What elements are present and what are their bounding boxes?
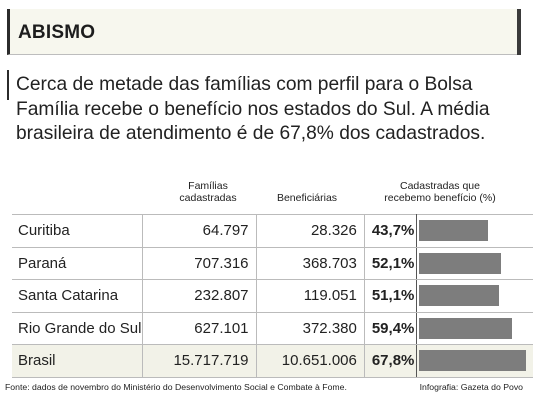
- col-header-familias-line1: Famílias: [188, 180, 228, 192]
- col-header-beneficiarias: Beneficiárias: [276, 192, 338, 204]
- pct-bar: [419, 317, 513, 339]
- row-bar-cell: [416, 279, 533, 313]
- row-familias: 64.797: [142, 214, 257, 248]
- row-name: Curitiba: [12, 214, 143, 248]
- col-header-pct-line1: Cadastradas que: [400, 180, 480, 192]
- footer-source: Fonte: dados de novembro do Ministério d…: [5, 382, 347, 392]
- table-row: Paraná 707.316 368.703 52,1%: [12, 247, 533, 280]
- row-name: Rio Grande do Sul: [12, 312, 143, 345]
- row-familias: 232.807: [142, 279, 257, 313]
- table-row: Curitiba 64.797 28.326 43,7%: [12, 214, 533, 248]
- footer-credit: Infografia: Gazeta do Povo: [419, 382, 523, 392]
- row-pct-label: 51,1%: [364, 279, 418, 313]
- row-bar-cell: [416, 344, 533, 378]
- row-beneficiarias: 372.380: [256, 312, 365, 345]
- col-header-familias: Famílias cadastradas: [172, 180, 244, 204]
- lede-accent-bar: [7, 70, 9, 100]
- page-title: ABISMO: [18, 22, 96, 43]
- row-beneficiarias: 368.703: [256, 247, 365, 280]
- row-pct-label: 67,8%: [364, 344, 418, 378]
- pct-bar: [419, 285, 500, 307]
- row-beneficiarias: 10.651.006: [256, 344, 365, 378]
- row-bar-cell: [416, 214, 533, 248]
- lede-text: Cerca de metade das famílias com perfil …: [16, 74, 490, 144]
- row-beneficiarias: 28.326: [256, 214, 365, 248]
- table-row: Brasil 15.717.719 10.651.006 67,8%: [12, 344, 533, 378]
- row-pct-label: 43,7%: [364, 214, 418, 248]
- table-row: Rio Grande do Sul 627.101 372.380 59,4%: [12, 312, 533, 345]
- row-bar-cell: [416, 247, 533, 280]
- row-bar-cell: [416, 312, 533, 345]
- table-row: Santa Catarina 232.807 119.051 51,1%: [12, 279, 533, 313]
- data-table: Curitiba 64.797 28.326 43,7% Paraná 707.316 36…: [12, 214, 533, 378]
- row-familias: 15.717.719: [142, 344, 257, 378]
- row-name: Santa Catarina: [12, 279, 143, 313]
- header-accent-bar: [517, 9, 521, 55]
- row-familias: 627.101: [142, 312, 257, 345]
- pct-bar: [419, 252, 502, 274]
- pct-bar: [419, 350, 527, 372]
- col-header-pct-line2: recebemo benefício (%): [384, 192, 496, 204]
- row-pct-label: 59,4%: [364, 312, 418, 345]
- row-pct-label: 52,1%: [364, 247, 418, 280]
- col-header-pct: Cadastradas que recebemo benefício (%): [360, 180, 520, 204]
- row-name: Brasil: [12, 344, 143, 378]
- pct-bar: [419, 220, 489, 242]
- row-familias: 707.316: [142, 247, 257, 280]
- col-header-familias-line2: cadastradas: [179, 192, 237, 204]
- header-box: ABISMO: [7, 9, 521, 55]
- row-name: Paraná: [12, 247, 143, 280]
- row-beneficiarias: 119.051: [256, 279, 365, 313]
